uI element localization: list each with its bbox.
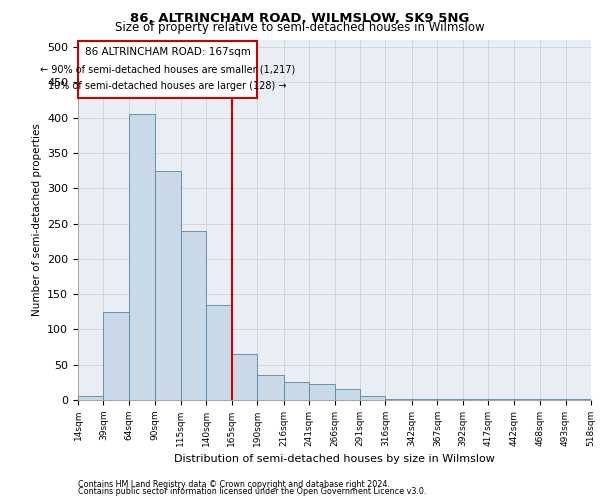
Y-axis label: Number of semi-detached properties: Number of semi-detached properties — [32, 124, 41, 316]
Bar — [206, 304, 232, 400]
Bar — [155, 170, 181, 400]
Text: Contains public sector information licensed under the Open Government Licence v3: Contains public sector information licen… — [78, 487, 427, 496]
Text: ← 90% of semi-detached houses are smaller (1,217): ← 90% of semi-detached houses are smalle… — [40, 64, 295, 74]
Bar — [385, 398, 412, 400]
X-axis label: Distribution of semi-detached houses by size in Wilmslow: Distribution of semi-detached houses by … — [174, 454, 495, 464]
Bar — [309, 384, 335, 400]
Bar — [103, 312, 129, 400]
Bar — [181, 230, 206, 400]
Bar — [360, 396, 385, 400]
Bar — [284, 382, 309, 400]
Bar — [129, 114, 155, 400]
Bar — [78, 396, 103, 400]
Text: Size of property relative to semi-detached houses in Wilmslow: Size of property relative to semi-detach… — [115, 22, 485, 35]
Text: 86, ALTRINCHAM ROAD, WILMSLOW, SK9 5NG: 86, ALTRINCHAM ROAD, WILMSLOW, SK9 5NG — [130, 12, 470, 24]
Text: 10% of semi-detached houses are larger (128) →: 10% of semi-detached houses are larger (… — [49, 82, 287, 92]
Bar — [335, 390, 360, 400]
Bar — [257, 376, 284, 400]
Text: Contains HM Land Registry data © Crown copyright and database right 2024.: Contains HM Land Registry data © Crown c… — [78, 480, 390, 489]
FancyBboxPatch shape — [78, 42, 257, 98]
Text: 86 ALTRINCHAM ROAD: 167sqm: 86 ALTRINCHAM ROAD: 167sqm — [85, 47, 251, 57]
Bar — [232, 354, 257, 400]
